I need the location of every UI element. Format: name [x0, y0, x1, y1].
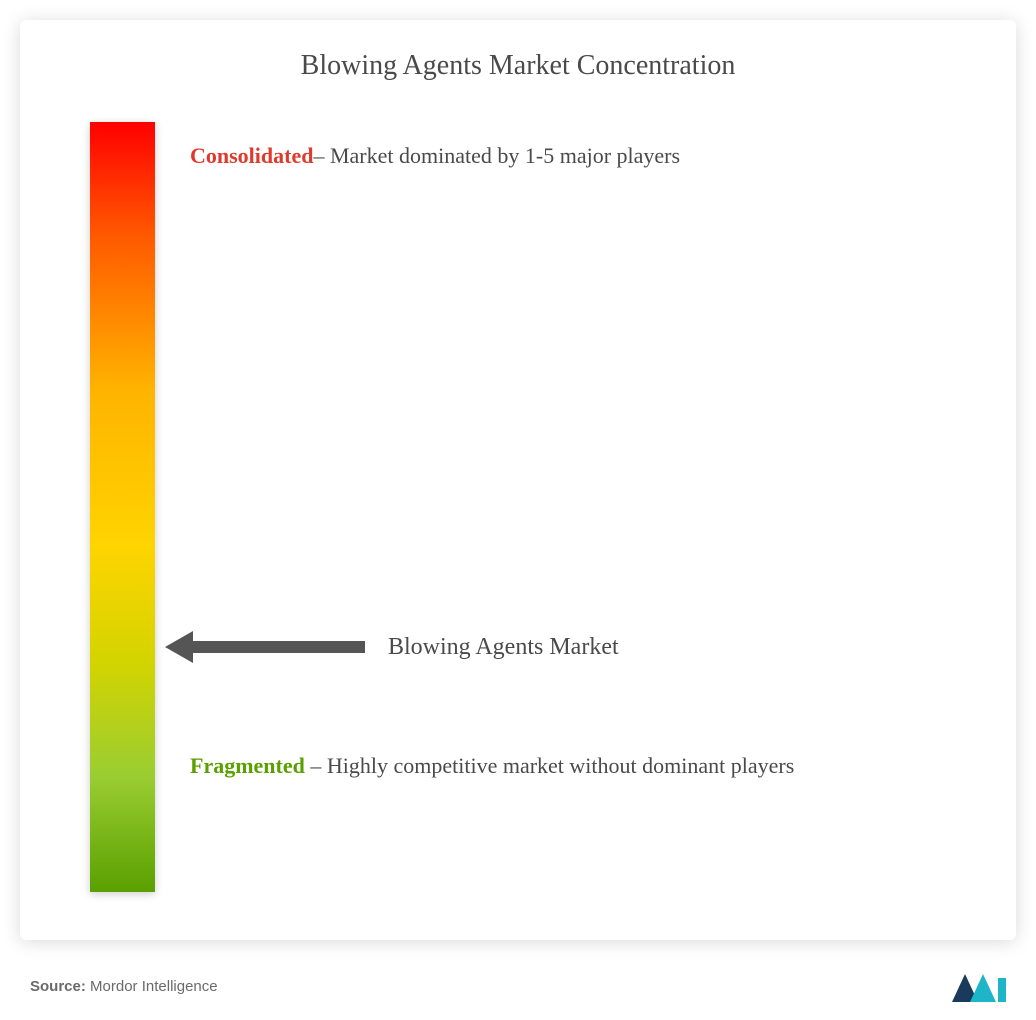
- source-text: Source: Mordor Intelligence: [30, 978, 218, 995]
- logo-triangle-2: [970, 974, 996, 1002]
- mordor-logo-icon: [952, 970, 1006, 1002]
- source-value: Mordor Intelligence: [90, 978, 218, 995]
- footer: Source: Mordor Intelligence: [30, 970, 1006, 1002]
- pointer-label: Blowing Agents Market: [388, 634, 619, 661]
- fragmented-label: Fragmented – Highly competitive market w…: [190, 742, 794, 790]
- market-pointer: Blowing Agents Market: [165, 627, 619, 667]
- fragmented-desc: – Highly competitive market without domi…: [305, 753, 794, 778]
- source-label: Source:: [30, 978, 86, 995]
- logo-bar: [998, 978, 1006, 1002]
- chart-body: Consolidated– Market dominated by 1-5 ma…: [60, 122, 976, 902]
- concentration-gradient-bar: [90, 122, 155, 892]
- consolidated-desc: – Market dominated by 1-5 major players: [313, 143, 680, 168]
- fragmented-term: Fragmented: [190, 753, 305, 778]
- chart-title: Blowing Agents Market Concentration: [60, 50, 976, 82]
- consolidated-term: Consolidated: [190, 143, 313, 168]
- consolidated-label: Consolidated– Market dominated by 1-5 ma…: [190, 132, 680, 180]
- concentration-card: Blowing Agents Market Concentration Cons…: [20, 20, 1016, 940]
- arrow-left-icon: [165, 627, 370, 667]
- arrow-head: [165, 631, 365, 663]
